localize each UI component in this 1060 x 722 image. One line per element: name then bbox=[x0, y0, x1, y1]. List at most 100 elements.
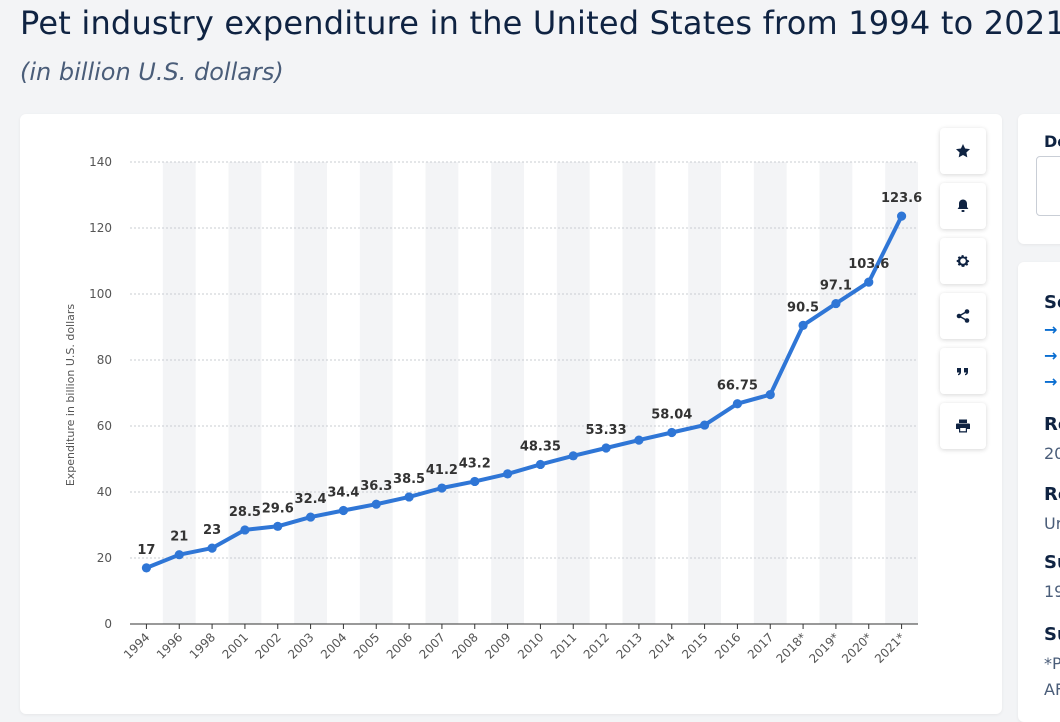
page-subtitle: (in billion U.S. dollars) bbox=[20, 58, 284, 86]
gear-button[interactable] bbox=[940, 238, 986, 284]
column-band bbox=[819, 162, 853, 624]
data-point bbox=[338, 505, 349, 516]
x-tick-label: 1998 bbox=[187, 630, 218, 661]
y-axis-title: Expenditure in billion U.S. dollars bbox=[64, 304, 77, 487]
x-tick-label: 2004 bbox=[318, 630, 349, 661]
data-label: 17 bbox=[137, 543, 155, 558]
survey-period-value: 19 bbox=[1044, 582, 1060, 601]
quote-icon bbox=[957, 368, 968, 376]
data-point bbox=[437, 483, 447, 493]
x-tick-label: 2021* bbox=[872, 630, 908, 666]
star-icon bbox=[956, 144, 970, 158]
data-point bbox=[404, 492, 414, 502]
data-point bbox=[864, 277, 874, 287]
column-band bbox=[491, 162, 524, 624]
y-tick-label: 20 bbox=[97, 551, 112, 565]
data-point bbox=[699, 420, 710, 430]
data-point bbox=[502, 469, 513, 479]
y-tick-label: 0 bbox=[104, 617, 112, 631]
y-tick-label: 100 bbox=[89, 287, 112, 301]
x-tick-label: 2017 bbox=[745, 630, 776, 661]
y-tick-label: 60 bbox=[97, 419, 112, 433]
x-tick-label: 2012 bbox=[581, 630, 612, 661]
data-point bbox=[765, 390, 775, 400]
release-date-value: 20 bbox=[1044, 444, 1060, 463]
data-point bbox=[470, 476, 480, 487]
data-point bbox=[305, 512, 316, 522]
x-tick-label: 2013 bbox=[614, 630, 645, 661]
x-tick-label: 2002 bbox=[252, 630, 283, 661]
data-point bbox=[174, 550, 184, 560]
data-label: 34.4 bbox=[327, 485, 359, 500]
data-point bbox=[141, 563, 152, 573]
data-label: 36.3 bbox=[360, 479, 392, 494]
source-link-arrow-icon[interactable]: → bbox=[1044, 320, 1058, 339]
data-point bbox=[831, 298, 841, 309]
data-label: 97.1 bbox=[820, 279, 852, 294]
y-tick-label: 120 bbox=[89, 221, 112, 235]
x-tick-label: 2016 bbox=[712, 630, 743, 661]
data-point bbox=[896, 211, 907, 221]
y-tick-label: 140 bbox=[89, 155, 112, 169]
data-label: 38.5 bbox=[393, 472, 425, 487]
data-label: 28.5 bbox=[229, 505, 261, 520]
page-title: Pet industry expenditure in the United S… bbox=[20, 4, 1060, 42]
source-link-arrow-icon[interactable]: → bbox=[1044, 372, 1058, 391]
data-point bbox=[273, 521, 283, 531]
line-chart: 0 20 40 60 80 100 120 140 Expenditure in billion… bbox=[64, 155, 922, 666]
column-band bbox=[228, 162, 262, 624]
column-band bbox=[885, 162, 918, 624]
x-tick-label: 2001 bbox=[220, 630, 251, 661]
data-point bbox=[207, 543, 217, 553]
source-link-arrow-icon[interactable]: → bbox=[1044, 346, 1058, 365]
print-icon bbox=[956, 419, 970, 433]
data-label: 53.33 bbox=[586, 423, 627, 438]
column-band bbox=[162, 162, 196, 624]
download-card: Do bbox=[1018, 114, 1060, 244]
data-label: 58.04 bbox=[651, 407, 692, 422]
data-point bbox=[371, 499, 381, 509]
data-point bbox=[535, 459, 546, 470]
release-date-heading: Re bbox=[1044, 414, 1060, 435]
data-label: 123.6 bbox=[881, 191, 922, 206]
data-label: 43.2 bbox=[459, 456, 491, 471]
gear-icon bbox=[956, 255, 970, 267]
share-icon bbox=[956, 309, 970, 323]
supplementary-notes-heading: Su bbox=[1044, 624, 1060, 645]
column-band bbox=[688, 162, 721, 624]
x-tick-label: 2005 bbox=[351, 630, 382, 661]
data-point bbox=[240, 525, 250, 535]
data-label: 23 bbox=[203, 523, 221, 538]
x-tick-label: 2020* bbox=[839, 630, 875, 666]
column-band bbox=[294, 162, 327, 624]
x-tick-label: 2010 bbox=[515, 630, 546, 661]
print-button[interactable] bbox=[940, 403, 986, 449]
share-button[interactable] bbox=[940, 293, 986, 339]
x-tick-label: 2014 bbox=[646, 630, 677, 661]
supplementary-notes-value: AF bbox=[1044, 680, 1060, 699]
data-point bbox=[798, 320, 808, 330]
bell-button[interactable] bbox=[940, 183, 986, 229]
download-button[interactable] bbox=[1036, 156, 1060, 216]
bell-icon bbox=[957, 199, 969, 212]
x-tick-label: 2009 bbox=[482, 630, 513, 661]
data-point bbox=[634, 435, 644, 445]
data-label: 29.6 bbox=[262, 501, 294, 516]
statistic-details-card: So → → → Re 20 Re Ur Su 19 Su *P AF bbox=[1018, 262, 1060, 722]
data-point bbox=[568, 451, 578, 461]
x-tick-label: 2006 bbox=[384, 630, 415, 661]
chart-card: 0 20 40 60 80 100 120 140 Expenditure in billion… bbox=[20, 114, 1002, 714]
star-button[interactable] bbox=[940, 128, 986, 174]
column-band bbox=[622, 162, 656, 624]
download-heading: Do bbox=[1044, 132, 1060, 151]
quote-button[interactable] bbox=[940, 348, 986, 394]
data-point bbox=[601, 443, 611, 453]
region-heading: Re bbox=[1044, 484, 1060, 505]
data-label: 48.35 bbox=[520, 439, 561, 454]
x-tick-label: 2003 bbox=[285, 630, 316, 661]
supplementary-notes-value: *P bbox=[1044, 654, 1060, 673]
data-label: 90.5 bbox=[787, 300, 819, 315]
region-value: Ur bbox=[1044, 514, 1060, 533]
column-band bbox=[425, 162, 459, 624]
x-tick-label: 2011 bbox=[548, 630, 579, 661]
